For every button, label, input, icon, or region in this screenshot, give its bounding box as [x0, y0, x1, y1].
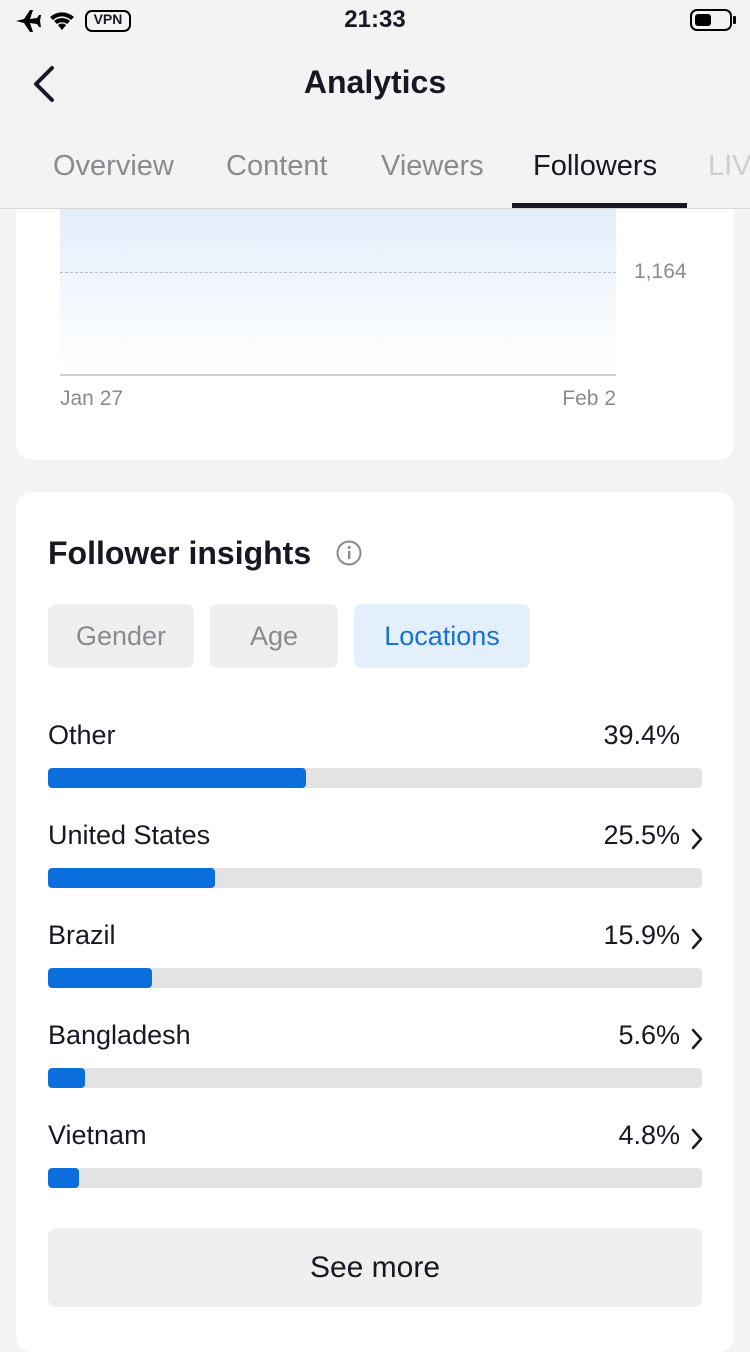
tab[interactable]: Overview [53, 150, 174, 182]
bar-track [48, 1168, 702, 1188]
bar-track [48, 768, 702, 788]
bar-track [48, 1068, 702, 1088]
page-title: Analytics [303, 64, 447, 100]
airplane-icon [16, 10, 41, 32]
divider [0, 208, 750, 209]
chart-area [60, 209, 616, 375]
y-tick-label: 1,164 [634, 260, 687, 283]
location-percent: 4.8% [618, 1120, 680, 1150]
grid-line [60, 272, 616, 273]
tab[interactable]: Viewers [381, 150, 484, 182]
filter-chip[interactable]: Age [210, 604, 338, 668]
vpn-label: VPN [93, 11, 123, 27]
tab[interactable]: Followers [533, 150, 658, 182]
location-name: Brazil [48, 920, 116, 950]
location-name: Bangladesh [48, 1020, 191, 1050]
bar [48, 968, 152, 988]
tab-indicator [512, 203, 687, 208]
chevron[interactable] [690, 928, 704, 950]
status-icons [16, 10, 131, 32]
bar [48, 868, 215, 888]
chevron[interactable] [690, 1128, 704, 1150]
tab[interactable]: Content [226, 150, 328, 182]
chevron[interactable] [690, 828, 704, 850]
bar [48, 1168, 80, 1188]
location-name: United States [48, 820, 211, 850]
bar [48, 1068, 85, 1088]
tab[interactable]: LIVE [708, 150, 750, 182]
chevron[interactable] [690, 1028, 704, 1050]
location-name: Vietnam [48, 1120, 147, 1150]
tab-bar: Overview Content Viewers Followers LIVE [0, 0, 750, 209]
section-title: Follower insights [48, 535, 312, 571]
x-tick-label: Feb 2 [562, 387, 616, 410]
info-icon[interactable] [336, 540, 362, 566]
location-percent: 39.4% [603, 720, 680, 750]
x-axis [60, 374, 616, 376]
clock: 21:33 [344, 6, 406, 33]
location-percent: 25.5% [603, 820, 680, 850]
location-percent: 15.9% [603, 920, 680, 950]
x-tick-label: Jan 27 [60, 387, 124, 410]
wifi-icon [50, 12, 74, 30]
see-more-button[interactable]: See more [48, 1228, 702, 1307]
filter-chip[interactable]: Locations [354, 604, 530, 668]
vpn-badge [85, 10, 131, 32]
bar-track [48, 968, 702, 988]
back-button[interactable] [28, 64, 60, 104]
battery-icon [690, 9, 736, 31]
filter-chip[interactable]: Gender [48, 604, 194, 668]
bar-track [48, 868, 702, 888]
location-percent: 5.6% [618, 1020, 680, 1050]
location-name: Other [48, 720, 116, 750]
bar [48, 768, 306, 788]
